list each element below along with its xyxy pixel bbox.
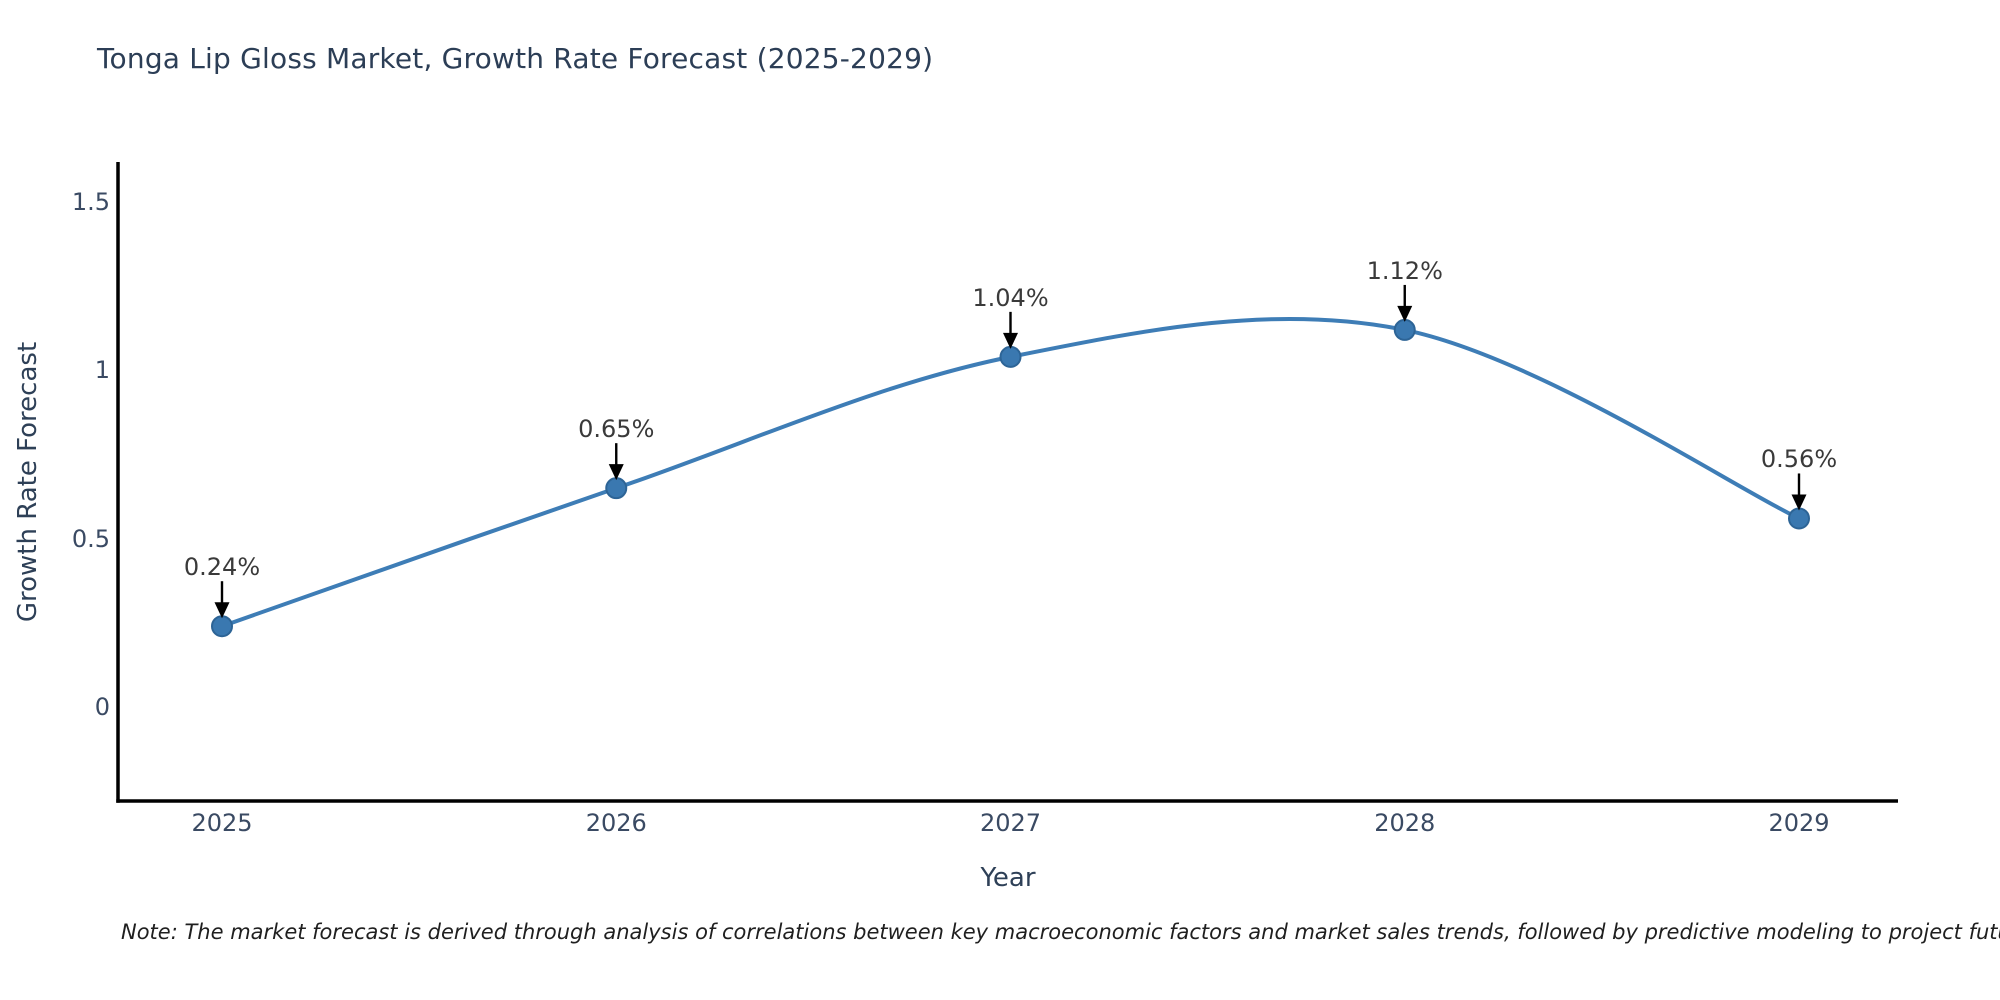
annotation-arrow-head [214, 602, 230, 619]
y-tick-label: 1 [94, 356, 110, 385]
x-tick-label: 2026 [585, 809, 647, 837]
footnote: Note: The market forecast is derived thr… [121, 920, 2000, 944]
x-tick-label: 2027 [979, 809, 1042, 837]
annotation-arrow-head [1791, 494, 1807, 511]
data-point-marker [211, 615, 233, 638]
data-point-marker [1393, 318, 1416, 341]
point-value-label: 1.12% [1366, 256, 1443, 285]
y-tick-label: 0.5 [71, 524, 110, 553]
y-tick-label: 1.5 [71, 187, 110, 216]
x-tick-label: 2028 [1374, 809, 1436, 837]
point-value-label: 0.24% [183, 553, 261, 582]
data-point-marker [1788, 507, 1810, 530]
y-axis-title: Growth Rate Forecast [13, 341, 43, 623]
point-value-label: 1.04% [972, 283, 1049, 312]
y-tick-label: 0 [94, 693, 110, 721]
annotation-arrow-head [1003, 332, 1018, 349]
point-value-label: 0.56% [1760, 445, 1838, 474]
x-axis-title: Year [980, 863, 1036, 893]
annotation-arrow-head [1397, 305, 1413, 322]
data-point-marker [605, 477, 628, 500]
point-value-label: 0.65% [578, 415, 655, 444]
data-point-marker [999, 345, 1022, 368]
annotation-arrow-head [608, 464, 624, 481]
x-tick-label: 2025 [191, 809, 253, 837]
chart-title: Tonga Lip Gloss Market, Growth Rate Fore… [97, 42, 934, 75]
x-tick-label: 2029 [1768, 809, 1830, 837]
